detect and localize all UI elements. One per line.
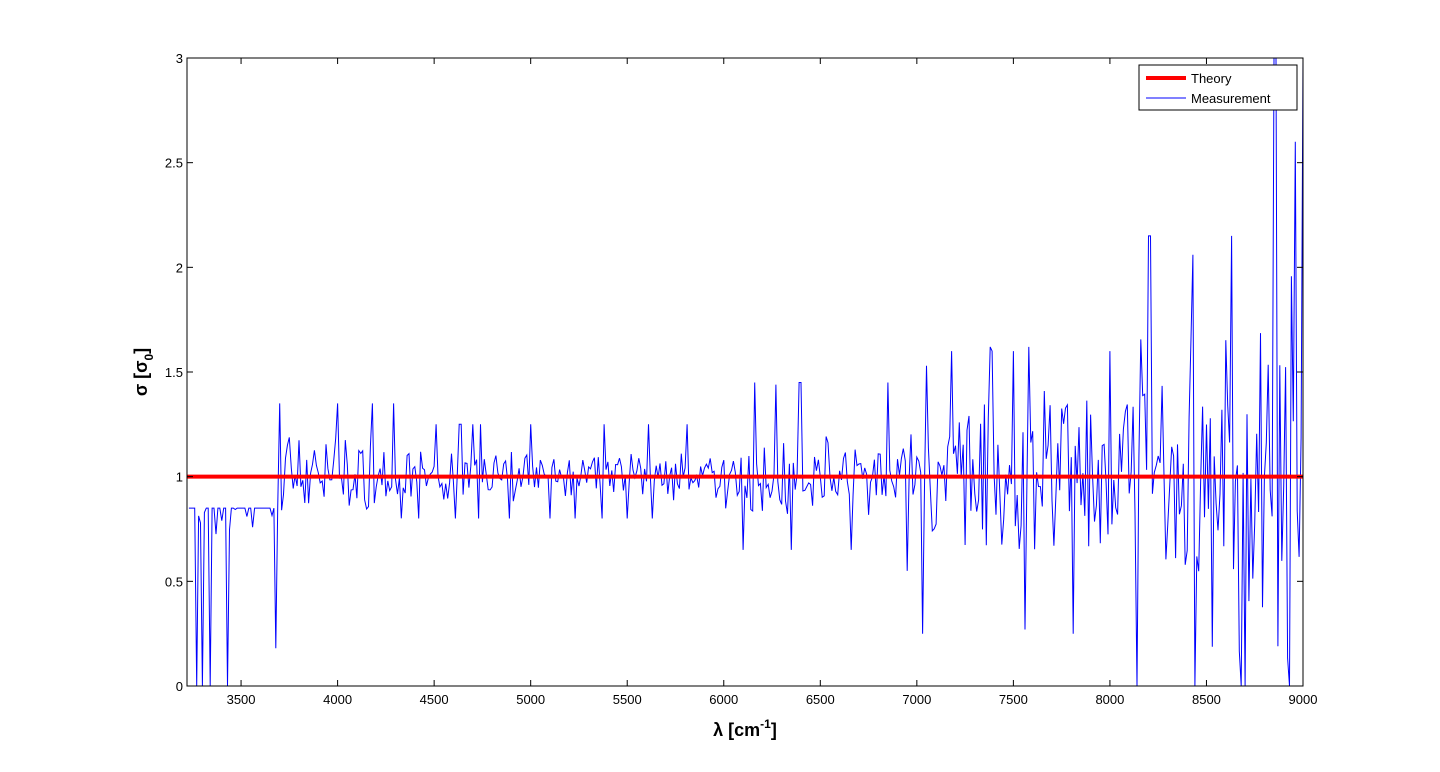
x-axis-label-main: λ [cm xyxy=(713,720,760,740)
legend-label-measurement: Measurement xyxy=(1191,91,1271,106)
y-tick-label: 0.5 xyxy=(165,574,183,589)
x-tick-label: 5000 xyxy=(516,692,545,707)
x-tick-label: 5500 xyxy=(613,692,642,707)
y-tick-label: 1 xyxy=(176,470,183,485)
y-tick-label: 1.5 xyxy=(165,365,183,380)
legend-label-theory: Theory xyxy=(1191,71,1232,86)
x-tick-label: 4000 xyxy=(323,692,352,707)
plot-area xyxy=(187,58,1303,686)
y-tick-label: 2 xyxy=(176,260,183,275)
series-lines xyxy=(187,58,1303,686)
x-axis-label-sup: -1 xyxy=(760,717,771,731)
y-tick-label: 2.5 xyxy=(165,156,183,171)
y-axis-label-tail: ] xyxy=(131,348,151,354)
x-tick-label: 4500 xyxy=(420,692,449,707)
series-line-measurement xyxy=(188,58,1303,686)
x-axis-label-tail: ] xyxy=(771,720,777,740)
x-tick-label: 8000 xyxy=(1095,692,1124,707)
y-axis-label-main: σ [σ xyxy=(131,361,151,397)
x-tick-label: 8500 xyxy=(1192,692,1221,707)
y-axis-ticks: 0 0.5 1 1.5 2 2.5 3 xyxy=(165,51,1303,694)
x-tick-label: 7500 xyxy=(999,692,1028,707)
y-axis-label: σ [σ0] xyxy=(131,348,156,396)
x-axis-label: λ [cm-1] xyxy=(713,717,777,740)
legend-box xyxy=(1138,64,1298,111)
legend: Theory Measurement xyxy=(1138,64,1298,111)
x-axis-ticks: 3500 4000 4500 5000 5500 6000 6500 7000 7500 8000… xyxy=(227,58,1318,707)
x-tick-label: 6500 xyxy=(806,692,835,707)
y-axis-label-sub: 0 xyxy=(142,354,156,361)
y-tick-label: 3 xyxy=(176,51,183,66)
x-tick-label: 6000 xyxy=(709,692,738,707)
y-tick-label: 0 xyxy=(176,679,183,694)
x-tick-label: 7000 xyxy=(902,692,931,707)
x-tick-label: 9000 xyxy=(1289,692,1318,707)
x-tick-label: 3500 xyxy=(227,692,256,707)
